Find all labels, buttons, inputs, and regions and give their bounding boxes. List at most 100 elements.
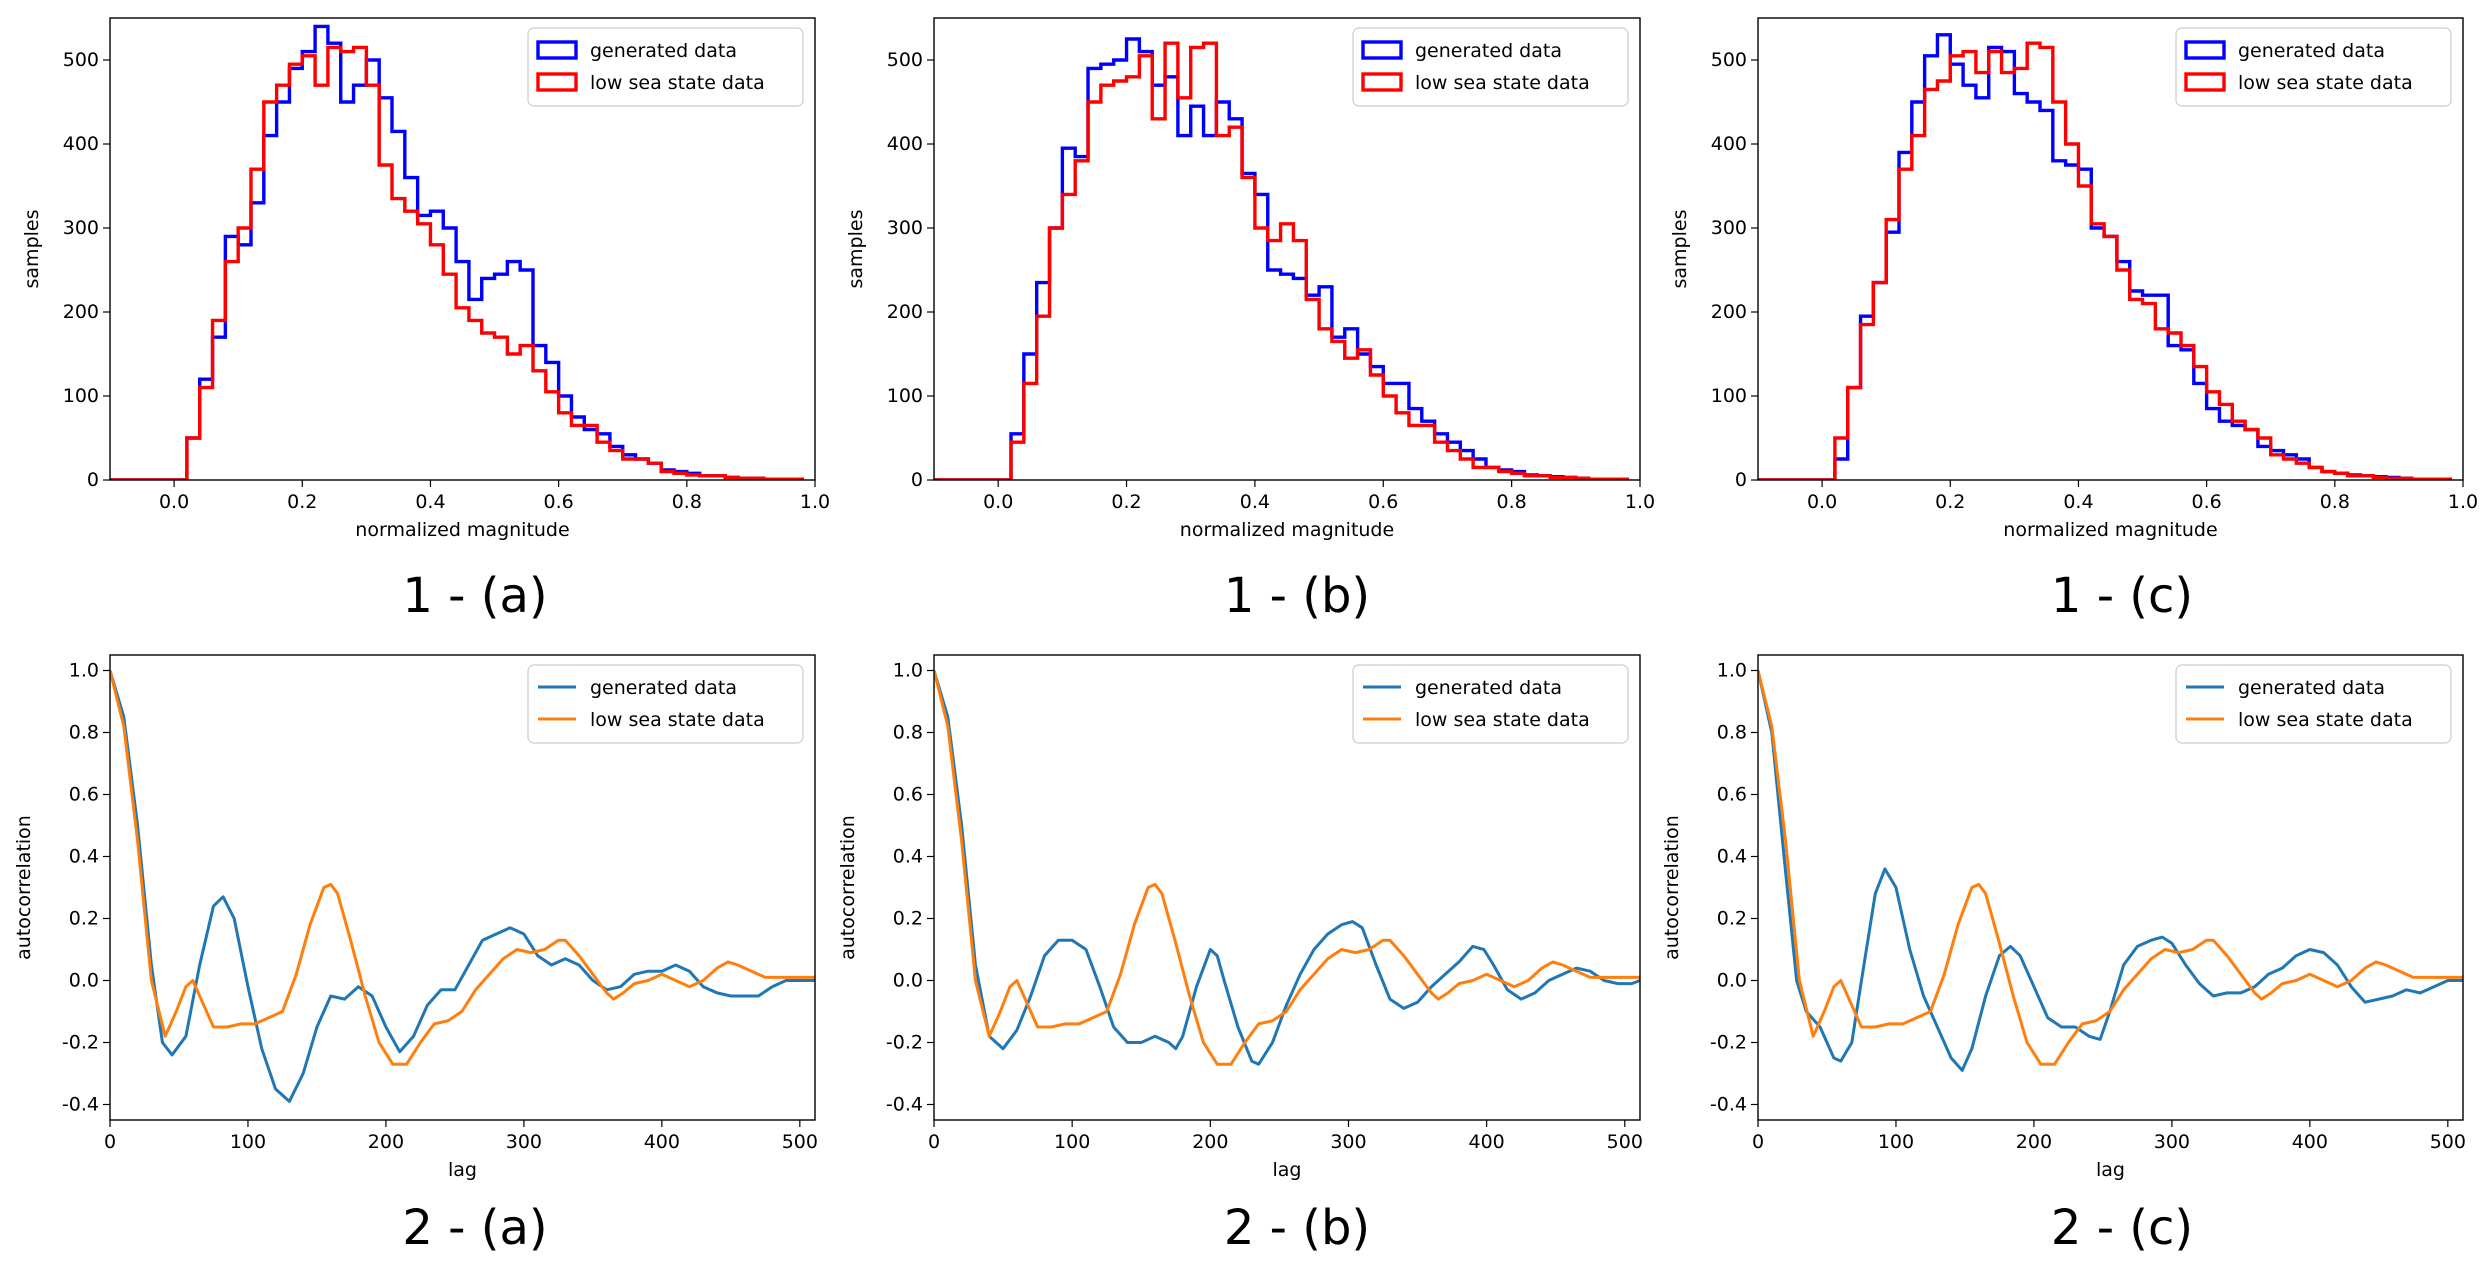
y-tick-label: 0.8 (69, 722, 99, 744)
y-tick-label: -0.4 (62, 1094, 99, 1116)
caption-2b: 2 - (b) (1223, 1200, 1371, 1256)
legend-swatch (2184, 72, 2226, 92)
y-tick-label: 400 (887, 133, 923, 155)
legend-label: low sea state data (2238, 72, 2413, 94)
x-tick-label: 0 (104, 1131, 116, 1153)
legend-box (527, 27, 804, 107)
y-axis-label: samples (1669, 210, 1691, 289)
legend-swatch (536, 40, 578, 60)
x-tick-label: 0.4 (1240, 491, 1270, 513)
y-tick-label: 0.0 (1717, 970, 1747, 992)
y-tick-label: 0 (911, 469, 923, 491)
y-tick-label: 500 (63, 49, 99, 71)
x-tick-label: 0.6 (2192, 491, 2222, 513)
y-tick-label: 1.0 (69, 660, 99, 682)
y-tick-label: 0.2 (893, 908, 923, 930)
axes-frame (1757, 17, 2464, 481)
y-axis-label: samples (845, 210, 867, 289)
y-tick-label: 0.0 (893, 970, 923, 992)
y-tick-label: 400 (1711, 133, 1747, 155)
caption-2a: 2 - (a) (402, 1200, 548, 1256)
x-tick-label: 200 (2016, 1131, 2052, 1153)
y-tick-label: 200 (1711, 301, 1747, 323)
legend-label: low sea state data (590, 72, 765, 94)
legend-label: low sea state data (2238, 709, 2413, 731)
x-tick-label: 0.6 (544, 491, 574, 513)
low-sea-state-data-line (110, 670, 815, 1066)
axes-frame (1757, 654, 2464, 1121)
y-tick-label: 100 (887, 385, 923, 407)
chart-panel-1: 0.0 0.2 0.4 0.6 0.8 1.0 0 100 200 300 400 500 normal… (21, 17, 830, 541)
legend-box (1352, 27, 1629, 107)
x-tick-label: 200 (1192, 1131, 1228, 1153)
x-tick-label: 400 (1469, 1131, 1505, 1153)
x-tick-label: 0.8 (2320, 491, 2350, 513)
y-tick-label: 400 (63, 133, 99, 155)
x-axis-label: lag (1273, 1159, 1302, 1181)
legend-label: low sea state data (590, 709, 765, 731)
low-sea-state-data-histogram (1758, 41, 2452, 480)
y-tick-label: -0.4 (886, 1094, 923, 1116)
x-tick-label: 1.0 (2448, 491, 2478, 513)
y-tick-label: 200 (63, 301, 99, 323)
generated-data-line (110, 670, 815, 1103)
y-tick-label: 0.4 (893, 846, 923, 868)
x-tick-label: 500 (1607, 1131, 1643, 1153)
chart-panel-2: 0.0 0.2 0.4 0.6 0.8 1.0 0 100 200 300 400 500 normal… (845, 17, 1655, 541)
y-tick-label: 0.0 (69, 970, 99, 992)
y-axis-label: samples (21, 210, 43, 289)
legend-label: generated data (1415, 40, 1562, 62)
chart-panel-5: 0 100 200 300 400 500 -0.4 -0.2 0.0 0.2 0.4 0.6 0.8 1… (837, 654, 1643, 1181)
y-tick-label: 200 (887, 301, 923, 323)
legend-label: generated data (590, 677, 737, 699)
legend-label: generated data (1415, 677, 1562, 699)
y-tick-label: -0.2 (62, 1032, 99, 1054)
x-tick-label: 400 (644, 1131, 680, 1153)
legend-swatch (1361, 40, 1403, 60)
y-tick-label: 0.6 (893, 784, 923, 806)
y-tick-label: 500 (1711, 49, 1747, 71)
legend-label: generated data (2238, 40, 2385, 62)
y-tick-label: 0.8 (1717, 722, 1747, 744)
caption-2c: 2 - (c) (2050, 1200, 2194, 1256)
x-tick-label: 0 (928, 1131, 940, 1153)
x-tick-label: 0.4 (415, 491, 445, 513)
x-tick-label: 300 (2154, 1131, 2190, 1153)
low-sea-state-data-line (934, 670, 1640, 1066)
x-tick-label: 1.0 (800, 491, 830, 513)
low-sea-state-data-line (1758, 670, 2463, 1066)
legend-box (1352, 664, 1629, 744)
y-tick-label: 0 (1735, 469, 1747, 491)
x-tick-label: 0.8 (1497, 491, 1527, 513)
x-axis-label: normalized magnitude (355, 519, 569, 541)
x-tick-label: 0.2 (1935, 491, 1965, 513)
chart-panel-6: 0 100 200 300 400 500 -0.4 -0.2 0.0 0.2 0.4 0.6 0.8 1… (1661, 654, 2466, 1181)
legend-label: low sea state data (1415, 72, 1590, 94)
legend-swatch (536, 72, 578, 92)
x-axis-label: normalized magnitude (1180, 519, 1394, 541)
x-tick-label: 0.0 (1807, 491, 1837, 513)
x-tick-label: 1.0 (1625, 491, 1655, 513)
x-tick-label: 100 (230, 1131, 266, 1153)
y-tick-label: 300 (1711, 217, 1747, 239)
x-axis-label: lag (2096, 1159, 2125, 1181)
y-axis-label: autocorrelation (13, 815, 35, 960)
y-tick-label: -0.2 (1710, 1032, 1747, 1054)
low-sea-state-data-histogram (934, 41, 1629, 480)
caption-1a: 1 - (a) (402, 568, 548, 624)
x-tick-label: 400 (2292, 1131, 2328, 1153)
y-axis-label: autocorrelation (1661, 815, 1683, 960)
x-axis-label: lag (448, 1159, 477, 1181)
y-tick-label: -0.2 (886, 1032, 923, 1054)
x-tick-label: 300 (1330, 1131, 1366, 1153)
axes-frame (933, 654, 1641, 1121)
x-axis-label: normalized magnitude (2003, 519, 2217, 541)
y-tick-label: 0.2 (69, 908, 99, 930)
x-tick-label: 200 (368, 1131, 404, 1153)
y-tick-label: 1.0 (1717, 660, 1747, 682)
y-tick-label: 0.6 (1717, 784, 1747, 806)
y-tick-label: 0.2 (1717, 908, 1747, 930)
legend-box (2175, 27, 2452, 107)
chart-panel-3: 0.0 0.2 0.4 0.6 0.8 1.0 0 100 200 300 400 500 normal… (1669, 17, 2478, 541)
y-tick-label: 1.0 (893, 660, 923, 682)
